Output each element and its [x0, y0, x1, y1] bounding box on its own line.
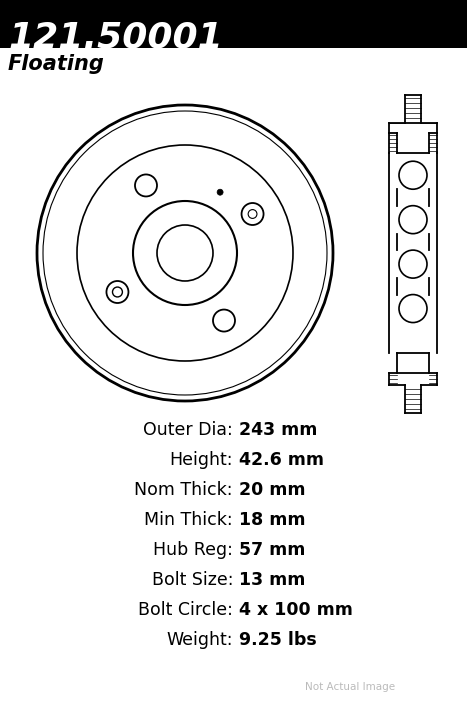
Text: Height:: Height: [170, 451, 233, 469]
Text: 18 mm: 18 mm [239, 511, 305, 529]
Text: Hub Reg:: Hub Reg: [153, 541, 233, 559]
Text: Nom Thick:: Nom Thick: [134, 481, 233, 499]
Text: Weight:: Weight: [167, 631, 233, 649]
Text: Bolt Size:: Bolt Size: [151, 571, 233, 589]
Text: 9.25 lbs: 9.25 lbs [239, 631, 317, 649]
Text: Bolt Circle:: Bolt Circle: [138, 601, 233, 619]
Text: 42.6 mm: 42.6 mm [239, 451, 324, 469]
Text: 13 mm: 13 mm [239, 571, 305, 589]
Text: Floating: Floating [8, 54, 105, 74]
Text: Not Actual Image: Not Actual Image [305, 682, 395, 692]
Text: 57 mm: 57 mm [239, 541, 305, 559]
Text: 243 mm: 243 mm [239, 421, 318, 439]
Text: Min Thick:: Min Thick: [144, 511, 233, 529]
Bar [0, 0, 467, 48]
Circle shape [217, 189, 223, 195]
Text: Outer Dia:: Outer Dia: [143, 421, 233, 439]
Text: 20 mm: 20 mm [239, 481, 305, 499]
Text: 4 x 100 mm: 4 x 100 mm [239, 601, 353, 619]
Text: 121.50001: 121.50001 [8, 20, 223, 54]
